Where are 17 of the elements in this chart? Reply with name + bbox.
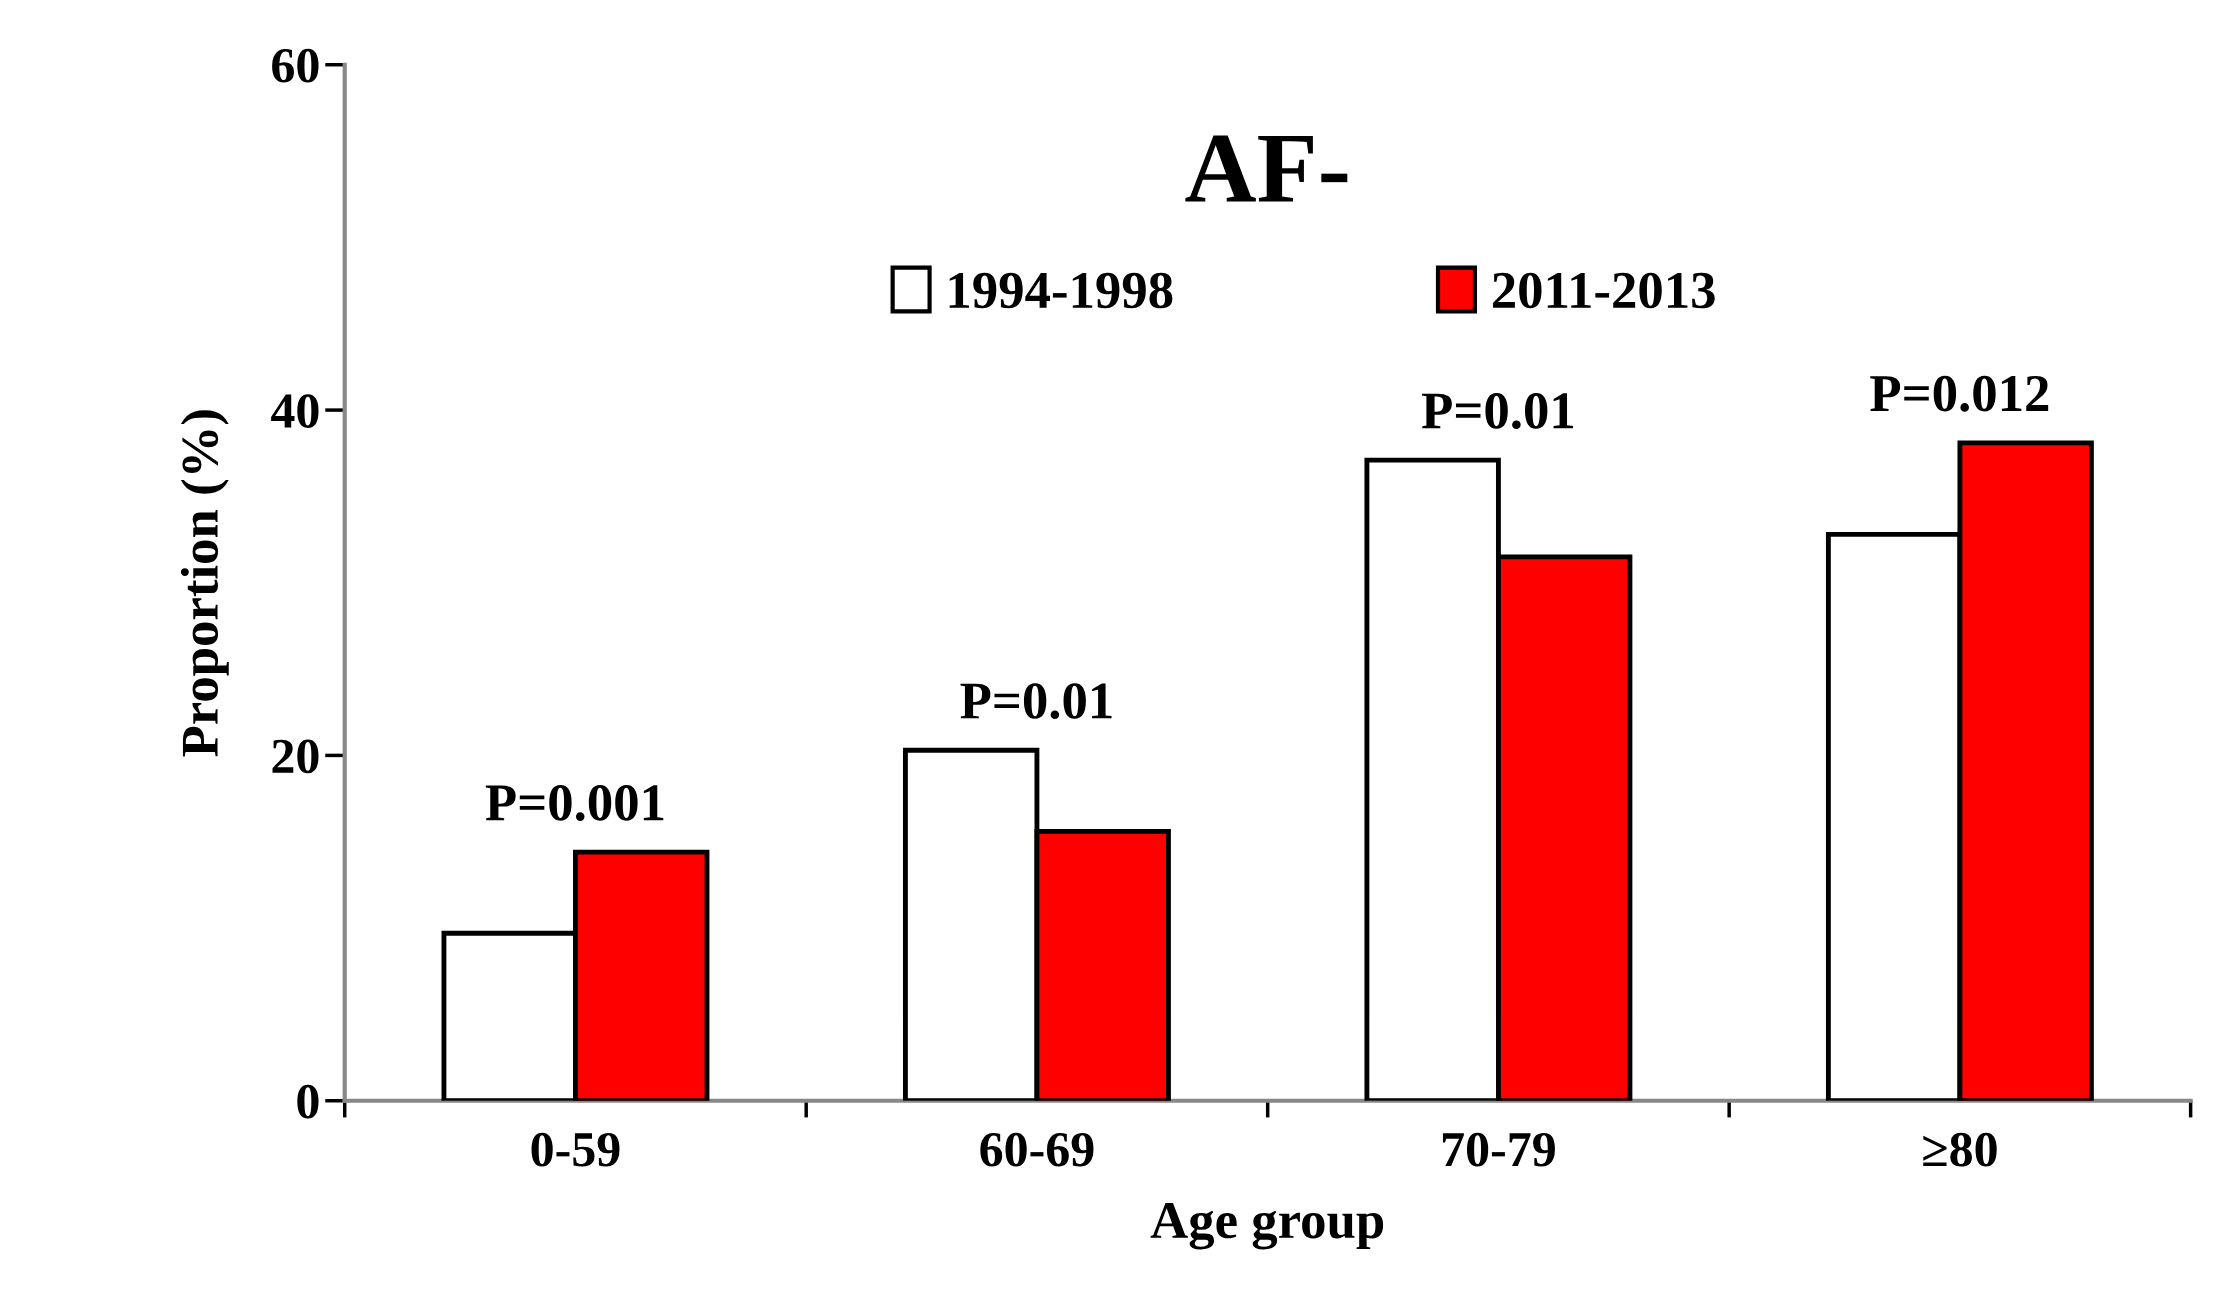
annotation: P=0.01 xyxy=(1421,393,1574,429)
legend-label: 2011-2013 xyxy=(1492,272,1715,309)
text: AF- xyxy=(1185,135,1348,202)
x-tick-label: ≥80 xyxy=(1923,1132,1997,1167)
y-tick-label: 0 xyxy=(297,1084,319,1119)
y-tick-label: 60 xyxy=(272,48,319,83)
x-tick-label: 70-79 xyxy=(1442,1132,1555,1167)
annotation: P=0.012 xyxy=(1870,375,2049,412)
annotation: P=0.01 xyxy=(960,683,1112,720)
x-axis-title: Age group xyxy=(1150,1203,1384,1250)
y-tick-label: 20 xyxy=(272,739,319,774)
y-tick-label: 40 xyxy=(271,394,319,428)
x-tick-label: 0-59 xyxy=(531,1132,620,1167)
y-axis-title: Proportion (%) xyxy=(180,410,229,757)
annotation: P=0.001 xyxy=(485,785,664,821)
legend-label: 1994-1998 xyxy=(949,272,1173,309)
x-tick-label: 60-69 xyxy=(980,1132,1094,1167)
